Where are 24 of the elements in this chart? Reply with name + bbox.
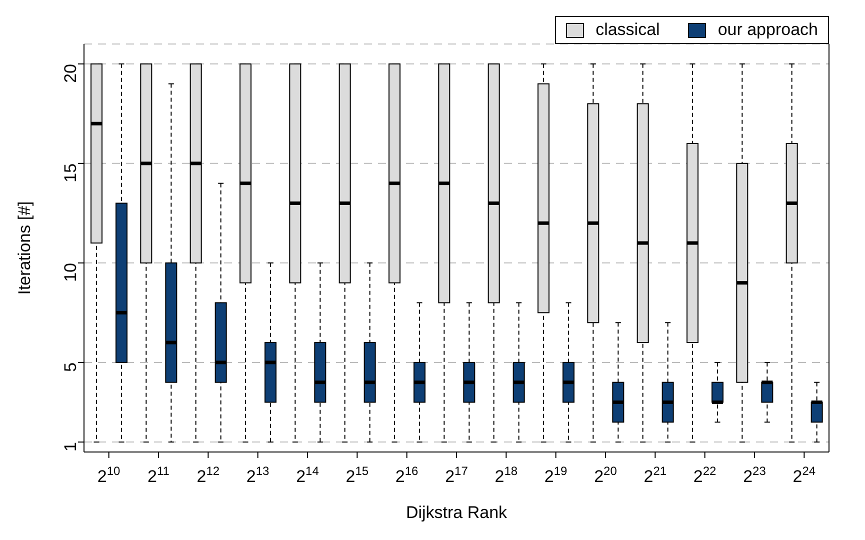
x-tick-label: 2$^{11}$: [148, 464, 170, 486]
x-tick-label: 2$^{24}$: [792, 464, 816, 486]
y-tick-label: 15: [61, 163, 80, 182]
x-tick-label: 2$^{23}$: [743, 464, 766, 486]
y-tick-label: 20: [61, 64, 80, 83]
x-tick-label: 2$^{22}$: [693, 464, 717, 486]
x-tick-label: 2$^{16}$: [395, 464, 419, 486]
x-tick-label: 2$^{17}$: [445, 464, 468, 486]
legend-label: our approach: [718, 20, 818, 40]
x-tick-label: 2$^{18}$: [494, 464, 518, 486]
y-tick-label: 1: [61, 442, 80, 452]
x-axis-title: Dijkstra Rank: [406, 503, 508, 522]
y-tick-label: 10: [61, 262, 80, 282]
x-tick-label: 2$^{15}$: [346, 464, 369, 486]
x-tick-label: 2$^{13}$: [246, 464, 270, 486]
x-tick-label: 2$^{12}$: [196, 464, 220, 486]
legend-label: classical: [596, 20, 660, 40]
x-tick-label: 2$^{19}$: [544, 464, 568, 486]
x-tick-label: 2$^{20}$: [594, 464, 618, 486]
x-tick-label: 2$^{10}$: [97, 464, 121, 486]
y-axis-title: Iterations [#]: [15, 201, 34, 295]
x-tick-label: 2$^{14}$: [296, 464, 320, 486]
x-tick-label: 2$^{21}$: [644, 464, 667, 486]
y-tick-label: 5: [61, 362, 80, 372]
